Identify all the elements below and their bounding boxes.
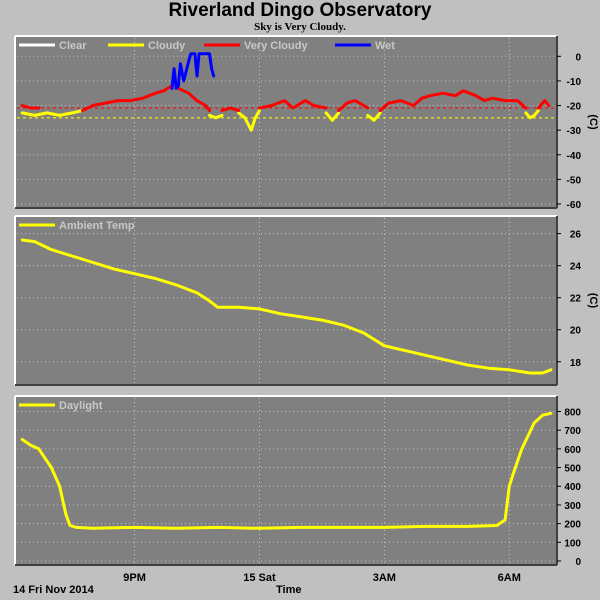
panel-1-ytick-label-0: 26 — [570, 230, 582, 241]
panel-1-legend-label-0: Ambient Temp — [59, 220, 135, 232]
panel-2-ytick-label-1: 700 — [564, 426, 581, 437]
panel-0-ytick-label-5: -50 — [567, 175, 582, 186]
panel-2-ytick-label-5: 300 — [564, 501, 581, 512]
panel-2-ytick-label-6: 200 — [564, 520, 581, 531]
panel-2-ytick-label-4: 400 — [564, 482, 581, 493]
panel-1-ylabel: (C) — [587, 293, 599, 309]
panel-0-series-1-segment-4 — [258, 99, 328, 110]
panel-1-ytick-label-2: 22 — [570, 294, 582, 305]
panel-0-ytick-label-2: -20 — [567, 102, 582, 113]
panel-0-ytick-label-1: -10 — [567, 77, 582, 88]
panel-2-ytick-label-7: 100 — [564, 538, 581, 549]
panel-0-series-1-segment-7 — [536, 99, 551, 110]
x-tick-label-1: 15 Sat — [243, 572, 276, 584]
panel-0-ytick-label-4: -40 — [567, 151, 582, 162]
panel-0-series-0-segment-5 — [524, 109, 540, 120]
panel-1-background — [15, 216, 557, 385]
panel-2-series-0-segment-0 — [20, 411, 553, 530]
panel-1-ytick-label-4: 18 — [570, 358, 582, 369]
page-title: Riverland Dingo Observatory — [168, 0, 432, 21]
panel-2-ytick-label-0: 800 — [564, 407, 581, 418]
panel-0-series-1-segment-1 — [81, 84, 174, 112]
panel-0-legend-label-2: Very Cloudy — [244, 40, 308, 52]
panel-0-legend-label-1: Cloudy — [148, 40, 186, 52]
panel-2-ytick-label-2: 600 — [564, 445, 581, 456]
panel-0-series-1-segment-0 — [20, 104, 41, 110]
panel-0-legend-label-3: Wet — [375, 40, 395, 52]
panel-2-background — [15, 396, 557, 565]
panel-0-series-2-segment-0 — [170, 52, 216, 90]
panel-0-series-1-segment-6 — [378, 89, 528, 112]
panel-0-series-0-segment-1 — [208, 113, 224, 120]
panel-0-series-1-segment-3 — [220, 106, 241, 112]
panel-0-ytick-label-3: -30 — [567, 126, 582, 137]
sky-status-subtitle: Sky is Very Cloudy. — [254, 21, 346, 33]
panel-1-ytick-label-1: 24 — [570, 262, 582, 273]
panel-0-series-0-segment-4 — [366, 111, 382, 122]
panel-0-series-0-segment-3 — [324, 111, 341, 122]
x-tick-label-2: 3AM — [373, 572, 396, 584]
panel-0-series-1-segment-5 — [337, 99, 370, 112]
panel-0-series-1-segment-2 — [176, 86, 211, 112]
x-axis-label: Time — [276, 584, 302, 596]
panel-0-ytick-label-6: -60 — [567, 200, 582, 211]
panel-0-legend-label-0: Clear — [59, 40, 87, 52]
panel-2-ytick-label-3: 500 — [564, 464, 581, 475]
panel-0-series-0-segment-0 — [20, 109, 84, 117]
panel-1-series-0-segment-0 — [20, 238, 553, 375]
panel-0-ytick-label-0: 0 — [575, 52, 581, 63]
panel-2-ytick-label-8: 0 — [575, 557, 581, 568]
x-tick-label-0: 9PM — [123, 572, 146, 584]
panel-2-legend-label-0: Daylight — [59, 400, 103, 412]
panel-0-background — [15, 36, 557, 208]
panel-1-ytick-label-3: 20 — [570, 326, 582, 337]
panel-0-series-0-segment-2 — [237, 109, 261, 132]
date-label: 14 Fri Nov 2014 — [13, 584, 94, 596]
x-tick-label-3: 6AM — [498, 572, 521, 584]
panel-0-ylabel: (C) — [587, 114, 599, 130]
